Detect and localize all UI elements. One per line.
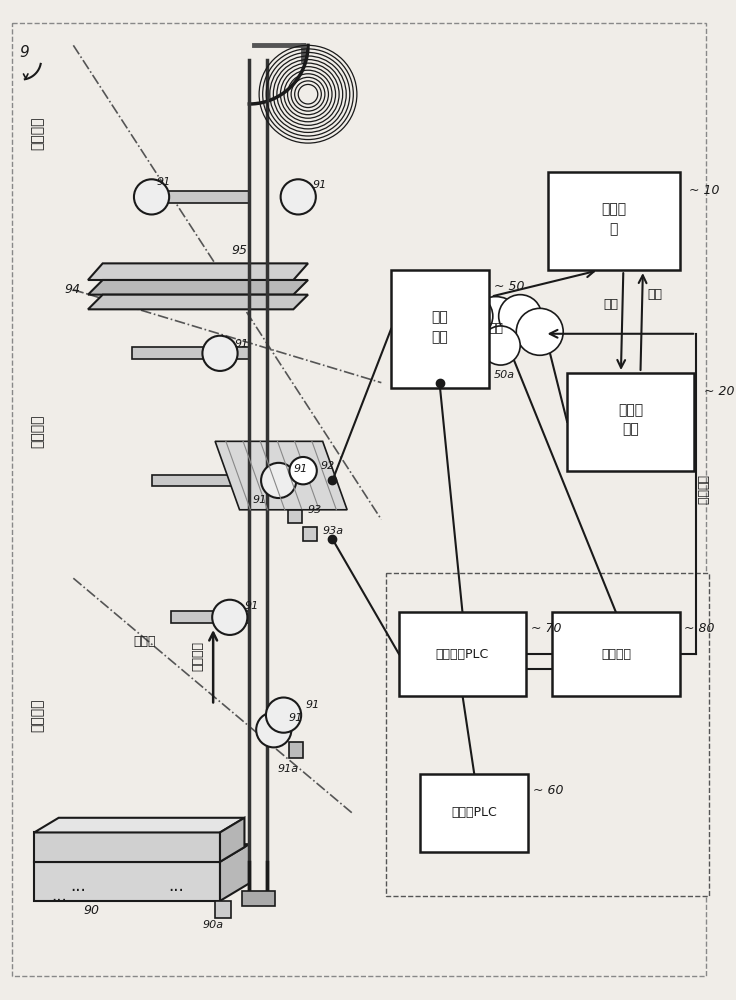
Text: ~ 60: ~ 60 [533, 784, 563, 797]
Text: 90a: 90a [202, 920, 224, 930]
Text: 90: 90 [83, 904, 99, 917]
Polygon shape [88, 280, 308, 295]
Text: ...: ... [51, 887, 66, 905]
Bar [289, 510, 302, 523]
Bar [289, 742, 303, 758]
Polygon shape [34, 818, 244, 832]
Text: 94: 94 [64, 283, 80, 296]
Text: ~ 50: ~ 50 [494, 280, 524, 293]
Bar [399, 612, 526, 696]
Text: ~ 80: ~ 80 [684, 622, 715, 635]
Circle shape [261, 463, 297, 498]
Text: ~ 70: ~ 70 [531, 622, 562, 635]
Bar [386, 573, 709, 896]
Text: 数据收集PLC: 数据收集PLC [436, 648, 489, 661]
Text: 91: 91 [235, 339, 249, 349]
Text: 制造工序: 制造工序 [30, 698, 44, 732]
Text: 93a: 93a [322, 526, 344, 536]
Circle shape [434, 310, 476, 353]
Polygon shape [132, 347, 250, 359]
Circle shape [280, 179, 316, 214]
Text: ~ 20: ~ 20 [704, 385, 735, 398]
Bar [420, 774, 528, 852]
Text: 客户机: 客户机 [618, 403, 643, 417]
Text: ワーク: ワーク [133, 635, 156, 648]
Text: 91a: 91a [278, 764, 299, 774]
Text: 服务器: 服务器 [601, 203, 626, 217]
Text: 91: 91 [289, 713, 302, 723]
Text: 91: 91 [305, 700, 319, 710]
Bar [567, 373, 694, 471]
Text: 携送方向: 携送方向 [191, 641, 204, 671]
Bar [215, 901, 231, 918]
Bar [553, 612, 679, 696]
Circle shape [212, 600, 247, 635]
Polygon shape [88, 295, 308, 309]
Polygon shape [220, 818, 244, 862]
Polygon shape [215, 441, 347, 510]
Circle shape [256, 712, 291, 747]
Text: 终端: 终端 [623, 423, 639, 437]
Circle shape [134, 179, 169, 214]
Text: 91: 91 [244, 601, 258, 611]
Text: 92: 92 [321, 461, 335, 471]
Text: 93: 93 [307, 505, 322, 515]
Text: 检查工序: 检查工序 [30, 415, 44, 448]
Polygon shape [34, 862, 220, 901]
Circle shape [516, 308, 563, 355]
Text: ~ 10: ~ 10 [690, 184, 720, 197]
Text: 装置: 装置 [431, 330, 448, 344]
Text: 95: 95 [232, 244, 247, 257]
Circle shape [450, 295, 493, 338]
Polygon shape [220, 844, 250, 901]
Text: 网络: 网络 [488, 322, 503, 335]
Text: 生产线PLC: 生产线PLC [451, 806, 497, 819]
Polygon shape [152, 475, 250, 486]
Text: 群: 群 [609, 222, 618, 236]
Text: 91: 91 [294, 464, 308, 474]
Polygon shape [241, 891, 275, 906]
Text: 各种数据: 各种数据 [696, 475, 709, 505]
Text: 通知: 通知 [604, 298, 619, 311]
Circle shape [289, 457, 316, 484]
Circle shape [202, 336, 238, 371]
Text: ...: ... [71, 877, 86, 895]
Text: 9: 9 [20, 45, 29, 60]
Polygon shape [152, 191, 250, 203]
Circle shape [266, 698, 301, 733]
Bar [391, 270, 489, 388]
Polygon shape [34, 844, 250, 862]
Polygon shape [88, 263, 308, 280]
Polygon shape [171, 611, 250, 623]
Text: 阅览: 阅览 [648, 288, 662, 301]
Text: 91: 91 [313, 180, 327, 190]
Text: 91: 91 [252, 495, 266, 505]
Text: ...: ... [168, 877, 184, 895]
Bar [548, 172, 679, 270]
Text: 91: 91 [157, 177, 171, 187]
Polygon shape [34, 832, 220, 862]
Circle shape [481, 326, 520, 365]
Circle shape [499, 295, 542, 338]
Text: 网关终端: 网关终端 [601, 648, 631, 661]
Text: 检查: 检查 [431, 310, 448, 324]
Text: 50a: 50a [494, 370, 515, 380]
Circle shape [468, 297, 523, 351]
Bar [303, 527, 316, 541]
Text: 评价工序: 评价工序 [30, 117, 44, 150]
